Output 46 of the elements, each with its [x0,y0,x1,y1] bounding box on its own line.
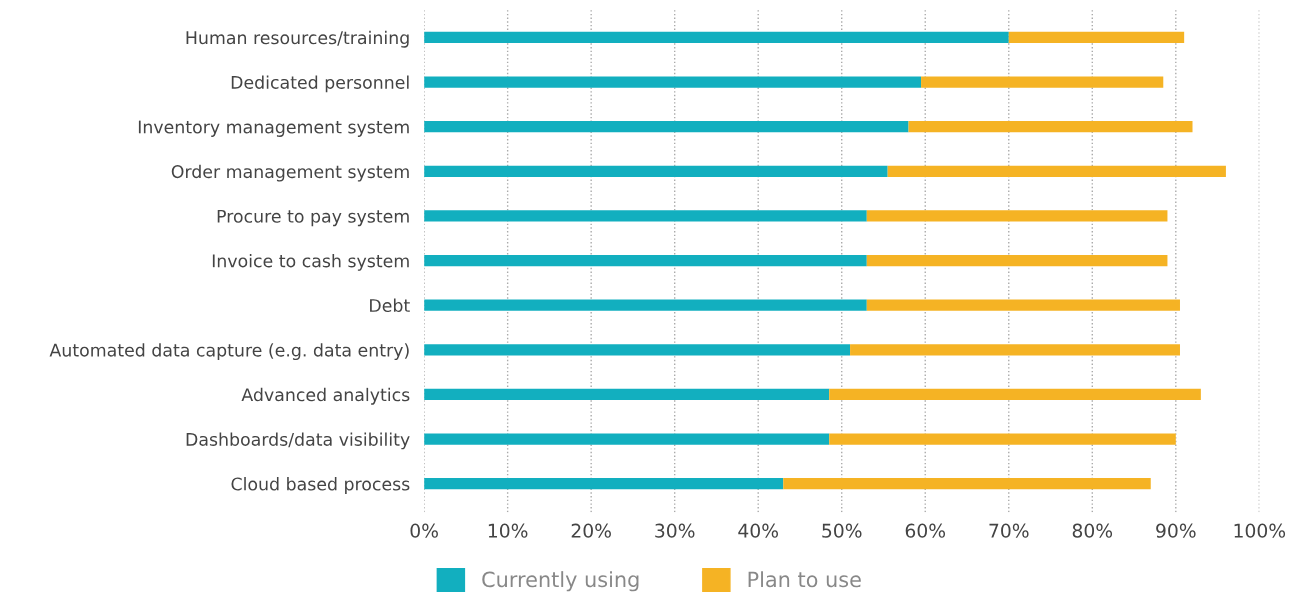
x-tick-label: 100% [1234,523,1286,538]
y-tick-label: Cloud based process [231,477,410,494]
y-tick-label: Invoice to cash system [212,253,409,271]
bar [866,299,1180,311]
bar [783,478,1151,490]
bar [424,388,830,401]
bar [866,254,1168,267]
bar [887,165,1226,177]
y-tick-label: Automated data capture (e.g. data entry) [49,343,409,361]
bar [424,433,830,445]
bar [424,210,867,222]
bar [850,344,1180,356]
y-tick-label: Debt [370,298,410,313]
bar [866,210,1168,222]
x-tick-label: 40% [738,523,779,538]
x-tick-label: 80% [1072,523,1113,538]
bar [424,344,851,356]
legend-label: Currently using [482,571,639,592]
y-tick-label: Inventory management system [138,120,409,137]
x-tick-label: 50% [822,523,862,538]
y-tick-label: Order management system [171,164,409,182]
x-tick-label: 30% [655,523,695,538]
y-tick-label: Advanced analytics [241,387,410,405]
legend-label: Plan to use [748,571,861,588]
x-tick-label: 90% [1156,523,1196,538]
y-tick-label: Dedicated personnel [231,75,409,93]
x-tick-label: 60% [905,523,946,538]
x-tick-label: 20% [571,523,611,538]
bar [829,433,1176,445]
bar [424,478,784,490]
bar [1008,31,1185,44]
y-tick-label: Human resources/training [186,30,409,48]
bar [424,165,888,177]
bar [829,388,1201,401]
x-tick-label: 70% [989,523,1029,538]
bar [424,299,867,311]
bar [424,31,1009,44]
y-tick-label: Dashboards/data visibility [186,432,410,450]
bar [424,121,909,133]
x-tick-label: 10% [488,523,528,538]
y-tick-label: Procure to pay system [217,209,409,227]
bar [908,121,1193,133]
x-tick-label: 0% [410,523,438,538]
bar [424,254,867,267]
bar [424,76,922,88]
bar [921,76,1164,88]
